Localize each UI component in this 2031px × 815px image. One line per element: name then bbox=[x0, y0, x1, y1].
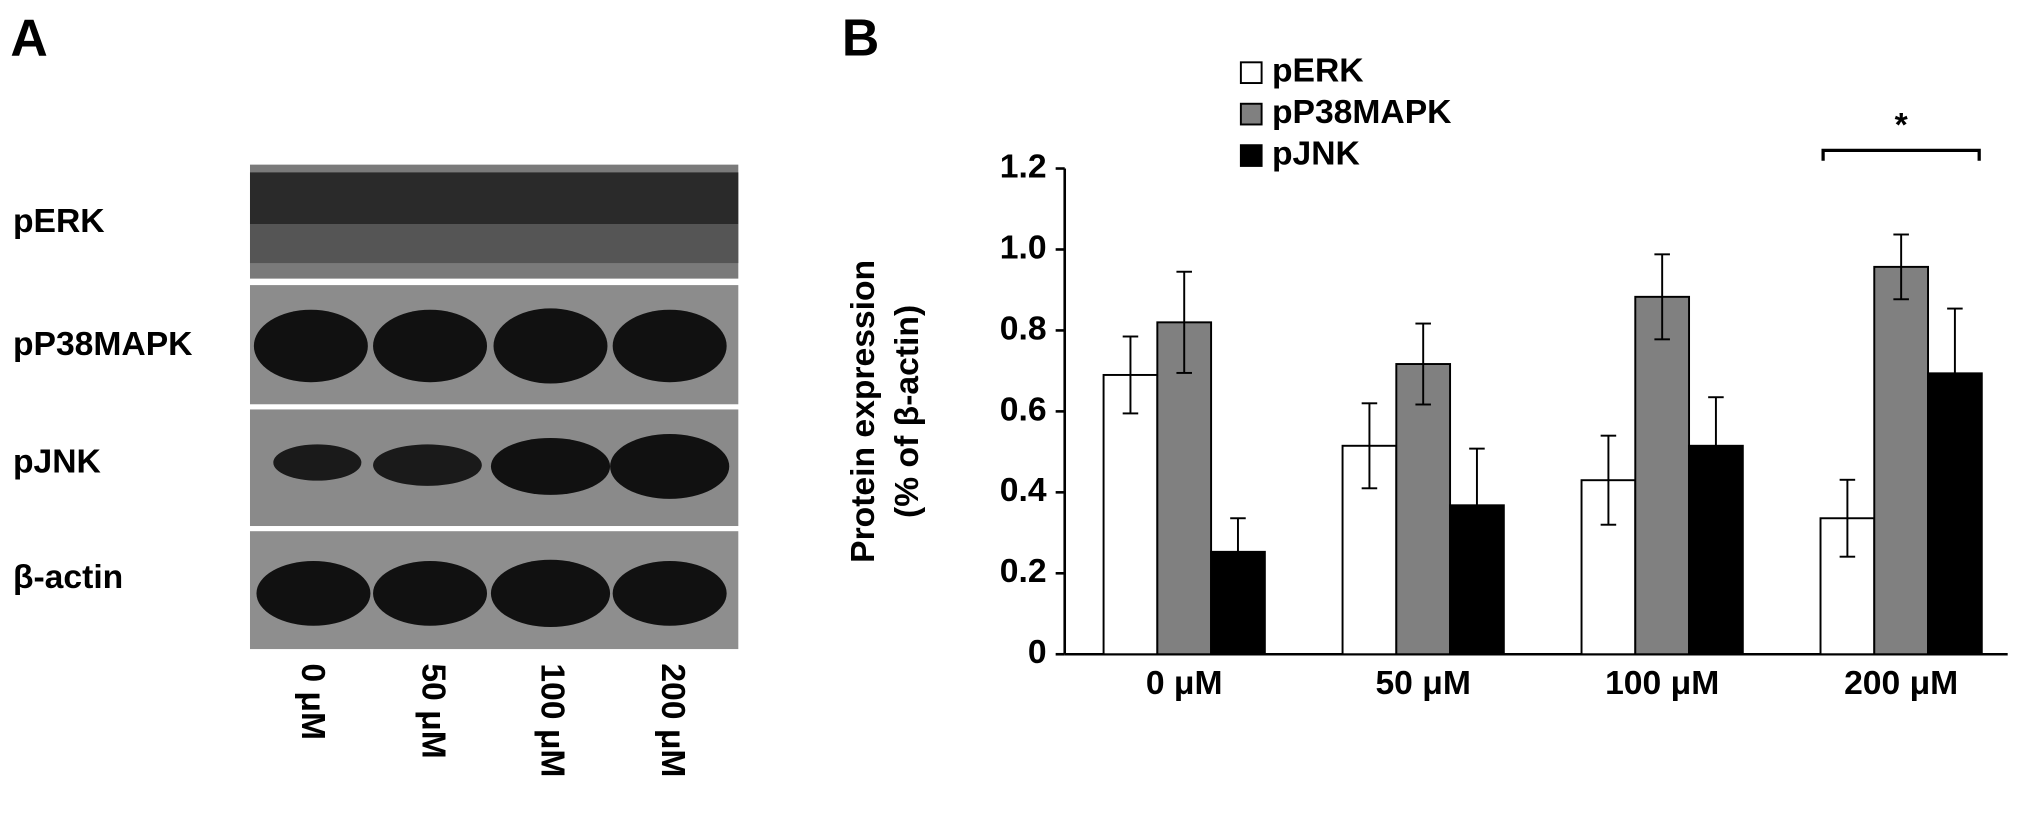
band bbox=[373, 309, 488, 383]
blot-row-label: β-actin bbox=[13, 559, 123, 596]
error-bar bbox=[1122, 335, 1139, 415]
panel-label: A bbox=[10, 8, 47, 66]
legend-swatch bbox=[1239, 61, 1263, 85]
band bbox=[490, 437, 611, 495]
band bbox=[373, 560, 488, 626]
error-bar bbox=[1839, 478, 1856, 558]
y-tick-label: 0 bbox=[1028, 634, 1047, 671]
panel-label: B bbox=[842, 8, 879, 66]
band bbox=[493, 308, 608, 384]
bar bbox=[1156, 321, 1213, 656]
error-bar bbox=[1415, 322, 1431, 406]
y-tick-label: 1.0 bbox=[1000, 229, 1047, 266]
significance-bracket bbox=[1821, 148, 1981, 161]
band bbox=[610, 434, 730, 499]
blot-row-label: pERK bbox=[13, 203, 105, 240]
y-tick-label: 1.2 bbox=[1000, 148, 1047, 185]
blot-row-label: pJNK bbox=[13, 444, 101, 481]
blot-lane-label: 200 μM bbox=[654, 663, 691, 777]
band bbox=[490, 559, 611, 628]
band bbox=[253, 309, 368, 383]
bar bbox=[1395, 363, 1452, 656]
band bbox=[373, 444, 482, 486]
band bbox=[273, 444, 362, 481]
bar bbox=[1873, 265, 1929, 656]
band bbox=[612, 309, 727, 383]
y-tick-label: 0.4 bbox=[1000, 472, 1047, 509]
y-tick-label: 0.6 bbox=[1000, 391, 1047, 428]
blot-row-label: pP38MAPK bbox=[13, 326, 193, 363]
blot-lane-label: 50 μM bbox=[414, 663, 451, 758]
western-blot bbox=[249, 164, 739, 650]
blot-lane-label: 0 μM bbox=[294, 663, 331, 740]
legend-label: pP38MAPK bbox=[1272, 94, 1452, 131]
legend-label: pJNK bbox=[1272, 135, 1360, 172]
band bbox=[612, 560, 727, 626]
annotation: * bbox=[1895, 107, 1909, 144]
blot-lane-label: 100 μM bbox=[534, 663, 571, 777]
y-axis-label: Protein expression bbox=[845, 260, 882, 563]
error-bar bbox=[1600, 434, 1617, 526]
error-bar bbox=[1176, 270, 1192, 374]
y-tick-label: 0.8 bbox=[1000, 310, 1047, 347]
legend-swatch bbox=[1239, 144, 1263, 167]
band bbox=[249, 224, 739, 264]
error-bar bbox=[1654, 253, 1670, 341]
error-bar bbox=[1361, 402, 1378, 490]
error-bar bbox=[1708, 396, 1724, 496]
y-axis-label: (% of β-actin) bbox=[889, 305, 926, 518]
bar bbox=[1634, 295, 1691, 656]
x-tick-label: 50 μM bbox=[1375, 665, 1470, 702]
legend-label: pERK bbox=[1272, 53, 1364, 90]
x-tick-label: 100 μM bbox=[1605, 665, 1719, 702]
x-tick-label: 0 μM bbox=[1146, 665, 1223, 702]
error-bar bbox=[1230, 517, 1246, 587]
bar bbox=[1102, 373, 1159, 656]
x-tick-label: 200 μM bbox=[1844, 665, 1958, 702]
y-tick-label: 0.2 bbox=[1000, 553, 1047, 590]
bar bbox=[1449, 504, 1505, 656]
legend-swatch bbox=[1239, 102, 1263, 126]
error-bar bbox=[1469, 447, 1485, 563]
band bbox=[256, 560, 371, 626]
error-bar bbox=[1947, 307, 1963, 440]
error-bar bbox=[1893, 233, 1909, 301]
band bbox=[249, 172, 739, 225]
